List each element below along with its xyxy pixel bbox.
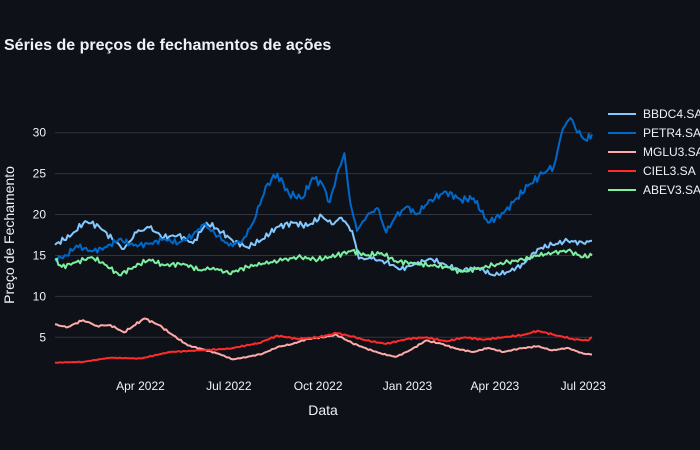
y-axis-title: Preço de Fechamento bbox=[1, 166, 17, 304]
legend-label: MGLU3.SA bbox=[643, 145, 700, 159]
x-tick-label: Oct 2022 bbox=[294, 379, 343, 393]
x-axis-ticks: Apr 2022 Jul 2022 Oct 2022 Jan 2023 Apr 2023… bbox=[116, 379, 606, 393]
series-line-mglu3-sa[interactable] bbox=[54, 317, 593, 361]
x-tick-label: Apr 2023 bbox=[471, 379, 520, 393]
y-tick-label: 5 bbox=[39, 330, 46, 344]
legend-label: PETR4.SA bbox=[643, 126, 700, 140]
y-tick-label: 30 bbox=[33, 126, 47, 140]
legend[interactable]: BBDC4.SA PETR4.SA MGLU3.SA CIEL3.SA ABEV3.SA bbox=[608, 107, 700, 197]
legend-item[interactable]: MGLU3.SA bbox=[608, 145, 700, 159]
series-line-abev3-sa[interactable] bbox=[54, 248, 593, 277]
chart-title: Séries de preços de fechamentos de ações bbox=[4, 37, 331, 54]
y-axis-ticks: 5 10 15 20 25 30 bbox=[33, 126, 47, 345]
grid bbox=[55, 132, 592, 338]
legend-label: BBDC4.SA bbox=[643, 107, 700, 121]
legend-item[interactable]: ABEV3.SA bbox=[608, 183, 700, 197]
y-tick-label: 25 bbox=[33, 167, 47, 181]
series-line-bbdc4-sa[interactable] bbox=[54, 213, 593, 277]
y-tick-label: 20 bbox=[33, 208, 47, 222]
legend-label: ABEV3.SA bbox=[643, 183, 700, 197]
legend-item[interactable]: PETR4.SA bbox=[608, 126, 700, 140]
x-tick-label: Jul 2023 bbox=[561, 379, 607, 393]
legend-item[interactable]: CIEL3.SA bbox=[608, 164, 696, 178]
x-tick-label: Apr 2022 bbox=[116, 379, 165, 393]
x-tick-label: Jul 2022 bbox=[206, 379, 252, 393]
y-tick-label: 15 bbox=[33, 248, 47, 262]
series-line-petr4-sa[interactable] bbox=[54, 117, 593, 263]
legend-item[interactable]: BBDC4.SA bbox=[608, 107, 700, 121]
x-axis-title: Data bbox=[308, 402, 338, 418]
x-tick-label: Jan 2023 bbox=[383, 379, 433, 393]
series-layer bbox=[54, 117, 593, 364]
series-line-ciel3-sa[interactable] bbox=[54, 329, 593, 364]
legend-label: CIEL3.SA bbox=[643, 164, 696, 178]
y-tick-label: 10 bbox=[33, 289, 47, 303]
